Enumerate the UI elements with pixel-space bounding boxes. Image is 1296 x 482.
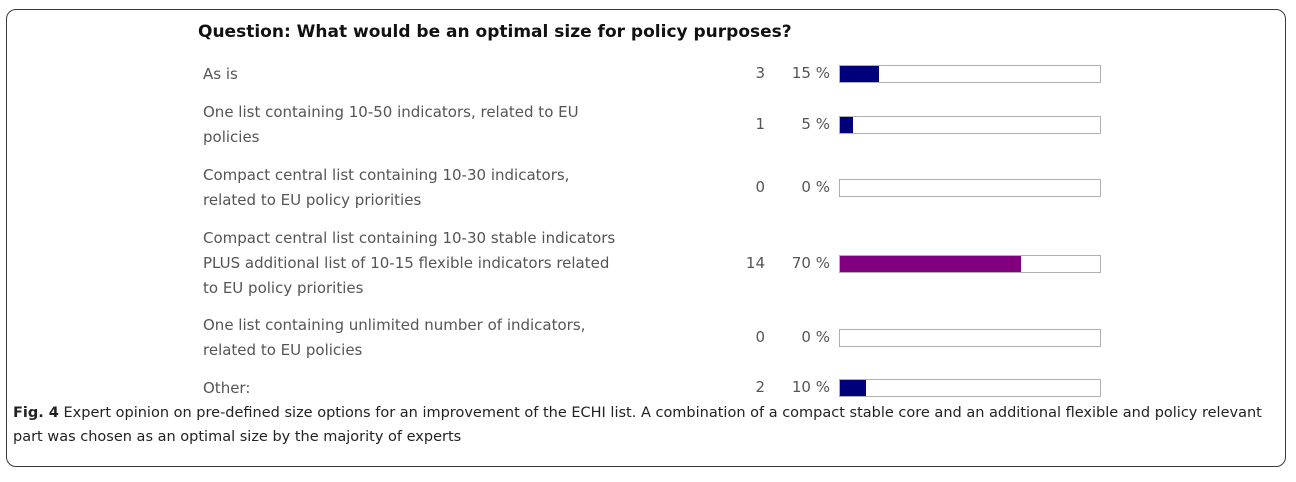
category-label-line: Compact central list containing 10-30 in…	[203, 166, 570, 184]
count-label: 14	[745, 253, 765, 272]
question-title: Question: What would be an optimal size …	[198, 22, 792, 42]
count-label: 1	[755, 115, 765, 133]
chart-row: Compact central list containing 10-30 in…	[0, 163, 1296, 215]
category-label-line: One list containing 10-50 indicators, re…	[203, 103, 579, 121]
category-label-line: As is	[203, 65, 238, 83]
percent-label: 70 %	[791, 253, 830, 272]
bar-track	[839, 65, 1101, 83]
count-label: 2	[755, 378, 765, 396]
bar	[840, 66, 879, 82]
bar-track	[839, 116, 1101, 134]
bar	[840, 117, 853, 133]
figure-frame	[6, 9, 1286, 467]
bar-track	[839, 254, 1101, 273]
category-label-line: to EU policy priorities	[203, 279, 364, 297]
category-label: As is	[203, 62, 723, 87]
category-label-line: Compact central list containing 10-30 st…	[203, 229, 616, 247]
percent-label: 0 %	[801, 178, 830, 196]
count-label: 0	[755, 328, 765, 346]
category-label-line: PLUS additional list of 10-15 flexible i…	[203, 254, 610, 272]
category-label: Other:	[203, 376, 723, 401]
percent-label: 5 %	[801, 115, 830, 133]
percent-label: 0 %	[801, 328, 830, 346]
chart-row: As is 3 15 %	[0, 62, 1296, 88]
count-label: 0	[755, 178, 765, 196]
bar-track	[839, 379, 1101, 397]
chart-row: One list containing 10-50 indicators, re…	[0, 100, 1296, 152]
category-label: One list containing 10-50 indicators, re…	[203, 100, 723, 150]
count-label: 3	[755, 64, 765, 82]
bar-track	[839, 329, 1101, 347]
category-label-line: related to EU policy priorities	[203, 191, 422, 209]
chart-row: One list containing unlimited number of …	[0, 313, 1296, 365]
percent-label: 15 %	[791, 64, 830, 82]
percent-label: 10 %	[791, 378, 830, 396]
figure-label: Fig. 4	[13, 405, 59, 421]
chart-row: Other: 2 10 %	[0, 376, 1296, 402]
category-label-line: policies	[203, 128, 260, 146]
category-label-line: Other:	[203, 379, 251, 397]
category-label: Compact central list containing 10-30 in…	[203, 163, 723, 213]
category-label-line: related to EU policies	[203, 341, 363, 359]
category-label-line: One list containing unlimited number of …	[203, 316, 586, 334]
category-label: Compact central list containing 10-30 st…	[203, 226, 723, 301]
figure-caption: Fig. 4 Expert opinion on pre-defined siz…	[13, 401, 1279, 449]
figure-caption-text: Expert opinion on pre-defined size optio…	[13, 405, 1262, 445]
category-label: One list containing unlimited number of …	[203, 313, 723, 363]
bar	[840, 380, 866, 396]
chart-row: Compact central list containing 10-30 st…	[0, 226, 1296, 303]
bar	[840, 255, 1021, 272]
bar-track	[839, 179, 1101, 197]
